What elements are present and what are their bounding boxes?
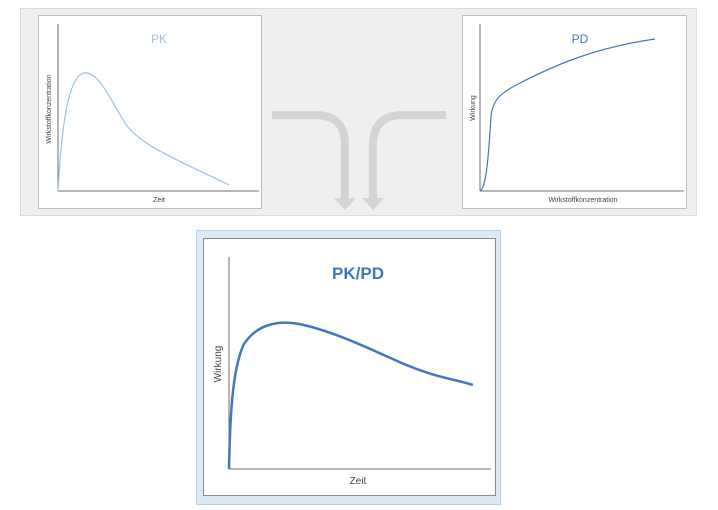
right-arrow-shaft [369,111,446,199]
pkpd-chart-panel: PK/PD Zeit Wirkung [203,238,496,496]
pk-title: PK [151,32,167,46]
pk-x-label: Zeit [153,197,165,204]
pk-curve [57,72,230,192]
pd-chart-panel: PD Wirkstoffkonzentration Wirkung [462,15,687,209]
pkpd-curve [227,321,474,470]
pd-curve [479,38,656,192]
right-arrow-head [362,198,384,210]
pkpd-y-label: Wirkung [213,346,224,383]
pk-chart-panel: PK Zeit Wirkstoffkonzentration [38,15,262,209]
merge-arrows-icon [272,111,446,210]
pk-y-label: Wirkstoffkonzentration [46,74,53,143]
pd-y-label: Wirkung [470,95,477,121]
pd-x-label: Wirkstoffkonzentration [548,197,617,204]
pkpd-title: PK/PD [332,264,384,283]
pd-chart: PD Wirkstoffkonzentration Wirkung [470,24,684,204]
left-arrow-shaft [272,111,349,199]
left-arrow-head [334,198,356,210]
pd-title: PD [572,32,589,46]
pkpd-x-label: Zeit [350,476,367,487]
pk-chart: PK Zeit Wirkstoffkonzentration [46,24,259,204]
pkpd-chart: PK/PD Zeit Wirkung [213,257,491,487]
